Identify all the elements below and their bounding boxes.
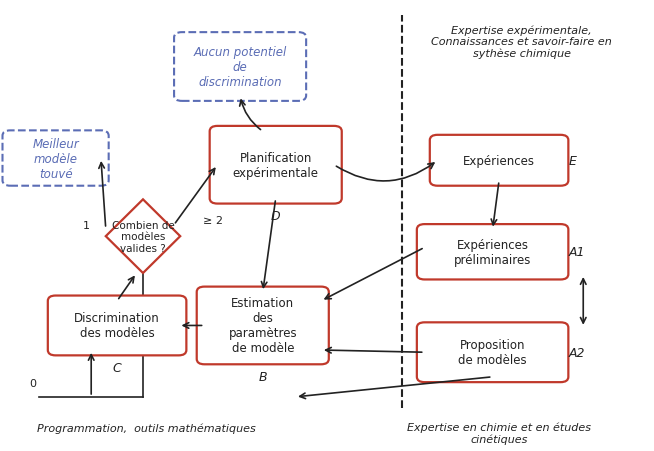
Text: D: D: [271, 210, 281, 223]
Text: Proposition
de modèles: Proposition de modèles: [458, 339, 527, 366]
FancyBboxPatch shape: [430, 135, 568, 186]
Text: A2: A2: [568, 346, 585, 359]
Text: Expertise en chimie et en études
cinétiques: Expertise en chimie et en études cinétiq…: [407, 421, 591, 444]
Text: Programmation,  outils mathématiques: Programmation, outils mathématiques: [37, 423, 256, 433]
Text: 0: 0: [29, 379, 37, 389]
Text: B: B: [258, 370, 267, 383]
Text: Estimation
des
paramètres
de modèle: Estimation des paramètres de modèle: [228, 297, 297, 354]
Text: Meilleur
modèle
touvé: Meilleur modèle touvé: [32, 137, 79, 180]
Text: A1: A1: [568, 246, 585, 259]
Text: E: E: [568, 154, 576, 167]
Text: Planification
expérimentale: Planification expérimentale: [233, 152, 318, 179]
FancyBboxPatch shape: [210, 127, 342, 204]
Text: Expertise expérimentale,
Connaissances et savoir-faire en
sythèse chimique: Expertise expérimentale, Connaissances e…: [432, 25, 612, 59]
FancyBboxPatch shape: [417, 225, 568, 280]
FancyBboxPatch shape: [174, 33, 306, 101]
FancyBboxPatch shape: [197, 287, 329, 364]
Text: Combien de
modèles
valides ?: Combien de modèles valides ?: [112, 220, 175, 253]
Text: Expériences: Expériences: [463, 154, 535, 167]
Text: Expériences
préliminaires: Expériences préliminaires: [454, 238, 531, 266]
FancyBboxPatch shape: [417, 322, 568, 382]
Text: ≥ 2: ≥ 2: [203, 216, 222, 226]
Text: Discrimination
des modèles: Discrimination des modèles: [74, 312, 160, 340]
Text: C: C: [112, 361, 122, 374]
Text: 1: 1: [83, 221, 90, 230]
Text: Aucun potentiel
de
discrimination: Aucun potentiel de discrimination: [194, 46, 286, 89]
FancyBboxPatch shape: [3, 131, 109, 186]
FancyBboxPatch shape: [48, 296, 186, 355]
